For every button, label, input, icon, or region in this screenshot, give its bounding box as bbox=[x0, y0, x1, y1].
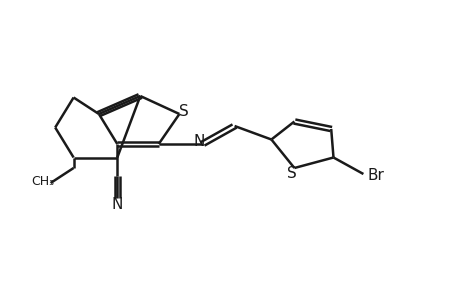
Text: CH₃: CH₃ bbox=[31, 175, 54, 188]
Text: S: S bbox=[286, 166, 297, 181]
Text: Br: Br bbox=[367, 168, 384, 183]
Text: N: N bbox=[193, 134, 204, 148]
Text: S: S bbox=[179, 103, 189, 118]
Text: N: N bbox=[112, 197, 123, 212]
